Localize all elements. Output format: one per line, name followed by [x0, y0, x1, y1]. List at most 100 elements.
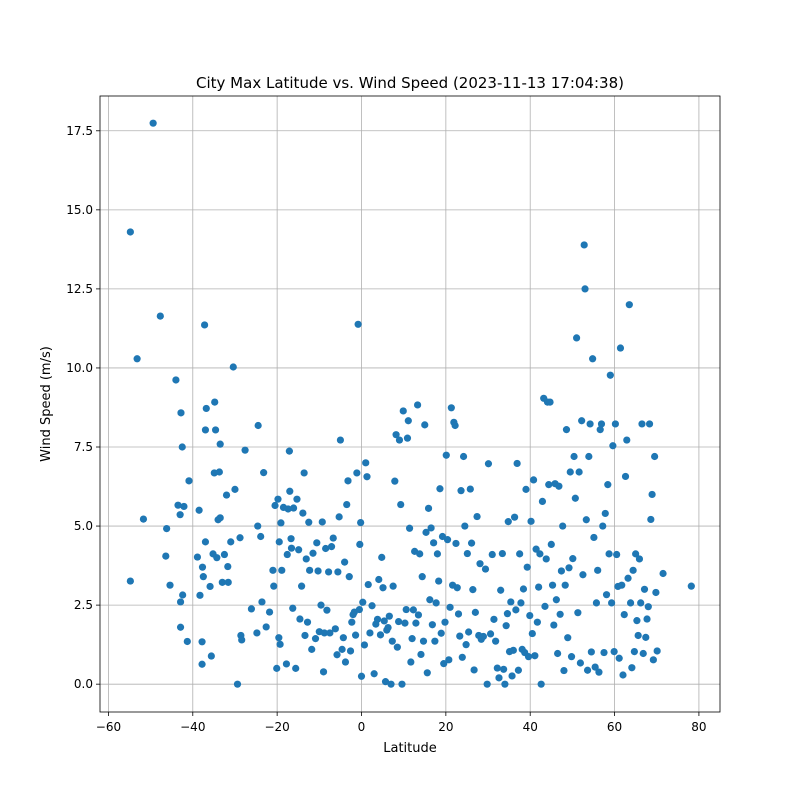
scatter-point [528, 629, 536, 638]
scatter-point [432, 599, 440, 607]
scatter-point [541, 602, 549, 610]
scatter-point [362, 459, 370, 467]
scatter-point [408, 635, 416, 643]
scatter-point [424, 504, 433, 512]
scatter-point [509, 646, 517, 654]
scatter-point [552, 596, 560, 604]
scatter-point [483, 680, 491, 688]
scatter-point [176, 511, 184, 519]
scatter-point [466, 485, 474, 493]
scatter-point [177, 409, 185, 417]
scatter-point [574, 609, 582, 617]
scatter-point [379, 584, 387, 592]
scatter-point [578, 417, 586, 425]
scatter-point [582, 516, 590, 524]
scatter-point [247, 605, 256, 613]
scatter-point [317, 601, 325, 609]
scatter-point [329, 534, 337, 542]
scatter-point [224, 562, 232, 571]
scatter-point [218, 578, 226, 586]
scatter-point [647, 515, 655, 524]
scatter-point [357, 672, 366, 680]
scatter-point [443, 536, 452, 544]
scatter-point [195, 506, 203, 514]
scatter-point [327, 543, 336, 551]
scatter-point [465, 628, 473, 636]
scatter-point [236, 534, 244, 542]
scatter-point [546, 398, 554, 406]
scatter-point [391, 477, 399, 485]
y-tick-label: 12.5 [66, 282, 93, 296]
scatter-point [356, 540, 364, 549]
scatter-point [473, 512, 481, 521]
scatter-point [345, 573, 353, 581]
scatter-point [324, 568, 333, 576]
x-tick-label: 20 [438, 720, 453, 734]
scatter-point [298, 582, 306, 590]
grid-lines [100, 96, 720, 712]
scatter-point [567, 653, 576, 661]
scatter-point [616, 344, 625, 352]
scatter-point [376, 631, 385, 639]
scatter-point [497, 586, 505, 594]
scatter-point [493, 664, 501, 672]
scatter-point [651, 452, 659, 461]
scatter-point [180, 502, 188, 511]
scatter-point [149, 119, 157, 127]
scatter-point [302, 555, 310, 563]
scatter-point [428, 621, 436, 629]
scatter-point [370, 670, 378, 678]
scatter-point [601, 509, 609, 518]
scatter-point [284, 505, 292, 513]
scatter-point [282, 660, 291, 668]
scatter-point [351, 631, 360, 639]
scatter-point [303, 618, 312, 626]
axes-frame [99, 95, 721, 713]
scatter-point [178, 443, 186, 451]
scatter-point [437, 629, 445, 637]
scatter-point [366, 629, 374, 637]
scatter-point [615, 654, 623, 662]
scatter-point [427, 524, 435, 532]
y-tick-label: 15.0 [66, 203, 93, 217]
scatter-point [456, 632, 464, 640]
scatter-point [388, 637, 396, 645]
scatter-point [404, 417, 412, 425]
scatter-point [229, 363, 237, 371]
scatter-point [199, 573, 207, 581]
scatter-point [166, 581, 174, 589]
scatter-point [253, 629, 261, 637]
y-tick-label: 10.0 [66, 361, 93, 375]
scatter-point [353, 469, 361, 477]
scatter-point [435, 577, 443, 585]
scatter-point [216, 514, 224, 522]
x-axis-label: Latitude [383, 741, 437, 756]
scatter-point [313, 539, 321, 547]
scatter-point [619, 671, 627, 679]
scatter-point [628, 664, 636, 672]
scatter-point [634, 631, 642, 640]
scatter-point [274, 495, 282, 503]
scatter-point [433, 550, 442, 558]
scatter-point [524, 653, 533, 661]
scatter-point [556, 610, 564, 618]
scatter-point [346, 647, 355, 655]
scatter-point [193, 553, 202, 561]
scatter-point [341, 658, 350, 666]
scatter-point [163, 524, 171, 533]
scatter-point [380, 617, 388, 625]
scatter-point [126, 228, 134, 236]
scatter-point [334, 568, 342, 576]
scatter-point [357, 518, 365, 527]
scatter-point [174, 501, 182, 509]
scatter-point [207, 652, 215, 660]
scatter-point [233, 680, 242, 688]
scatter-point [258, 598, 266, 606]
scatter-point [403, 434, 412, 442]
scatter-point [314, 567, 322, 575]
scatter-point [538, 497, 547, 505]
scatter-point [387, 680, 395, 688]
scatter-point [589, 355, 597, 363]
scatter-point [611, 420, 620, 428]
scatter-point [417, 650, 425, 659]
